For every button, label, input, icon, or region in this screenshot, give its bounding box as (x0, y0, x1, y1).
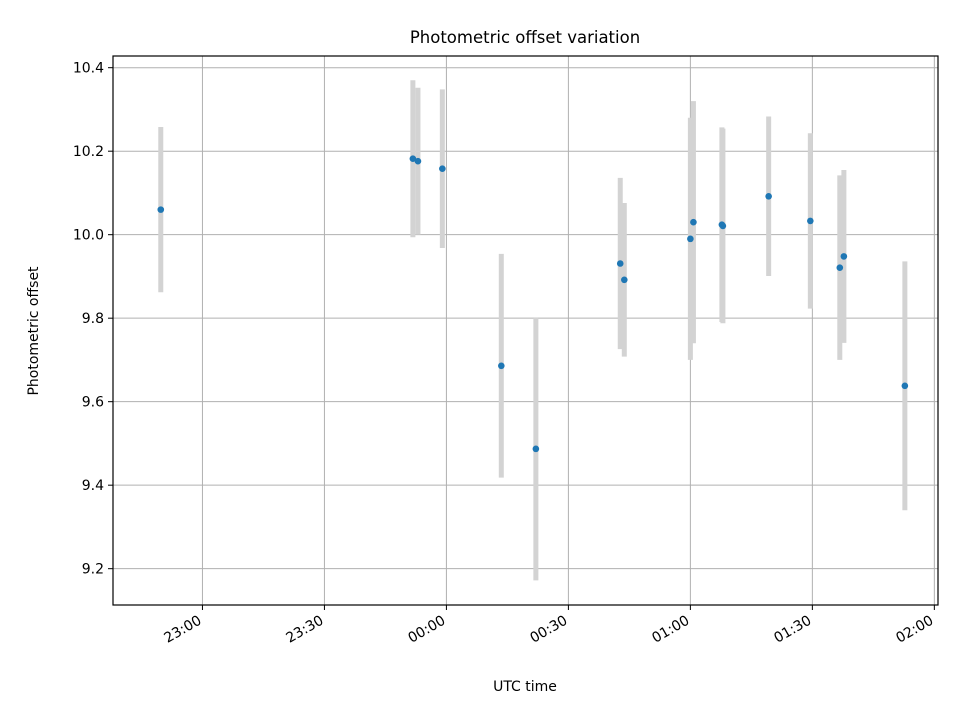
x-tick-label: 02:00 (893, 613, 936, 647)
data-point (616, 260, 624, 267)
data-point (690, 218, 697, 226)
y-tick-label: 10.0 (73, 228, 104, 244)
plot-frame (112, 55, 939, 606)
data-point (532, 445, 540, 453)
data-point (414, 157, 422, 165)
data-point (687, 235, 694, 243)
data-point (901, 382, 909, 390)
data-point (836, 264, 844, 271)
x-tick-label: 23:00 (162, 613, 205, 647)
x-tick-label: 01:30 (771, 613, 814, 647)
x-tick-label: 01:00 (649, 613, 692, 647)
y-tick-label: 9.8 (82, 311, 104, 327)
data-point (840, 253, 848, 260)
data-points (157, 155, 909, 453)
y-tick-label: 10.2 (73, 144, 104, 160)
x-axis: 23:00 23:30 00:00 00:30 01:00 01:30 02:00 (162, 605, 936, 647)
data-point (719, 222, 727, 230)
y-tick-label: 10.4 (73, 61, 104, 77)
error-bars (158, 80, 908, 581)
data-point (157, 206, 165, 213)
data-point (807, 217, 814, 225)
data-point (498, 362, 505, 370)
data-point (439, 165, 446, 173)
grid (113, 56, 938, 605)
y-tick-label: 9.4 (82, 478, 104, 494)
chart-title: Photometric offset variation (410, 28, 640, 47)
x-tick-label: 00:30 (527, 613, 570, 647)
x-tick-label: 23:30 (283, 613, 326, 647)
x-tick-label: 00:00 (405, 613, 448, 647)
y-axis-label: Photometric offset (26, 266, 42, 396)
y-axis: 9.2 9.4 9.6 9.8 10.0 10.2 10.4 (73, 61, 113, 578)
y-tick-label: 9.2 (82, 562, 104, 578)
x-axis-label: UTC time (493, 679, 557, 695)
data-point (765, 192, 772, 200)
data-point (621, 276, 628, 284)
y-tick-label: 9.6 (82, 395, 104, 411)
data-point (409, 155, 417, 163)
